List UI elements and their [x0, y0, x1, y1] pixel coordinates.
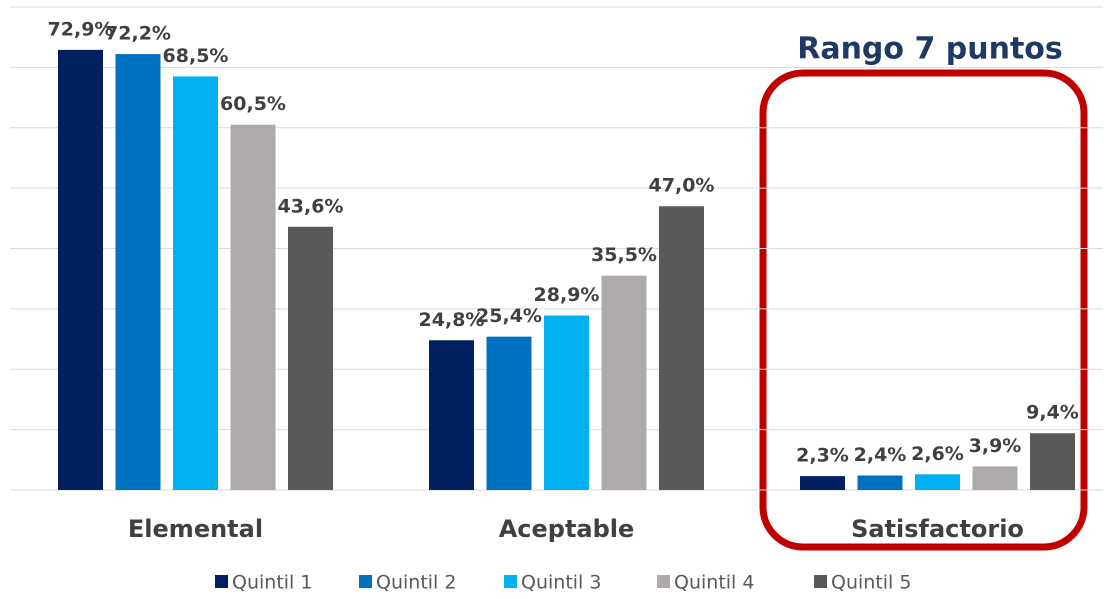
value-label: 43,6%: [278, 195, 344, 217]
bar: [115, 54, 161, 490]
value-label: 24,8%: [419, 309, 485, 331]
bar: [230, 124, 276, 490]
legend-label: Quintil 4: [674, 572, 754, 594]
legend-swatch: [215, 575, 228, 588]
highlight-box: [759, 69, 1088, 551]
bar: [486, 336, 532, 490]
bar: [429, 340, 474, 490]
bar: [857, 475, 903, 490]
value-label: 68,5%: [163, 45, 229, 67]
bar: [1030, 433, 1075, 490]
value-label: 9,4%: [1026, 402, 1079, 424]
legend-swatch: [359, 575, 372, 588]
bar: [58, 49, 103, 491]
value-label: 47,0%: [649, 175, 715, 197]
legend-label: Quintil 1: [232, 572, 312, 594]
value-label: 2,6%: [911, 443, 964, 465]
legend-swatch: [657, 575, 670, 588]
legend-swatch: [814, 575, 827, 588]
x-tick-label: Aceptable: [499, 515, 635, 543]
legend-swatch: [504, 575, 517, 588]
value-label: 25,4%: [476, 305, 542, 327]
value-label: 2,3%: [796, 445, 849, 467]
bar: [601, 275, 647, 490]
bar: [173, 76, 218, 491]
annotation: Rango 7 puntos: [797, 32, 1063, 67]
value-label: 28,9%: [534, 284, 600, 306]
legend-label: Quintil 3: [521, 572, 601, 594]
x-tick-label: Satisfactorio: [851, 515, 1024, 543]
bar: [544, 315, 589, 490]
value-label: 2,4%: [854, 444, 907, 466]
bar: [288, 226, 333, 490]
bar: [915, 474, 960, 490]
x-tick-label: Elemental: [128, 515, 263, 543]
value-label: 3,9%: [969, 435, 1022, 457]
value-label: 72,9%: [48, 18, 114, 40]
value-label: 35,5%: [591, 244, 657, 266]
legend-label: Quintil 5: [831, 572, 911, 594]
value-label: 60,5%: [220, 93, 286, 115]
legend-label: Quintil 2: [376, 572, 456, 594]
bar: [972, 466, 1018, 490]
bar: [659, 206, 704, 491]
value-label: 72,2%: [105, 23, 171, 45]
bar: [800, 476, 845, 490]
